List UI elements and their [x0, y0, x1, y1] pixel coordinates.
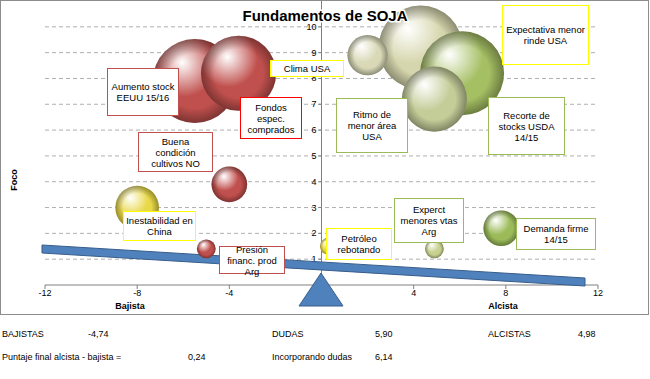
y-tick [319, 207, 322, 208]
bubbles [115, 5, 519, 258]
footer-text: 6,14 [375, 352, 393, 362]
chart-frame [1, 1, 649, 315]
y-tick [319, 155, 322, 156]
footer-text: 4,98 [578, 329, 596, 339]
x-tick-label: -8 [133, 288, 141, 298]
footer-text: -4,74 [88, 329, 109, 339]
footer-text: BAJISTAS [2, 329, 44, 339]
x-axis-title-left: Bajista [115, 301, 146, 311]
x-tick-label: -4 [225, 288, 233, 298]
y-tick-label: 5 [311, 151, 316, 161]
y-tick [319, 181, 322, 182]
annotation-label: Aumento stock EEUU 15/16 [107, 68, 179, 116]
annotation-label: Fondos espec. comprados [240, 97, 302, 139]
annotation-label: Demanda firme 14/15 [516, 218, 596, 250]
bubble [212, 166, 248, 202]
bubble-shade [483, 210, 519, 246]
y-tick [319, 233, 322, 234]
balance-fulcrum [299, 273, 343, 306]
y-tick [319, 130, 322, 131]
y-tick-label: 9 [311, 48, 316, 58]
bubble [197, 239, 216, 258]
grid-line [45, 259, 598, 260]
annotation-label: Petróleo rebotando [326, 228, 392, 260]
y-tick-label: 7 [311, 99, 316, 109]
annotation-label: Clima USA [270, 60, 344, 77]
bubble [483, 210, 519, 246]
footer-text: ALCISTAS [488, 329, 531, 339]
y-tick [319, 104, 322, 105]
chart-container: -12-8-4481212345678910FocoBajistaAlcista… [0, 0, 650, 379]
footer-text: DUDAS [272, 329, 304, 339]
x-axis-title-right: Alcista [488, 301, 519, 311]
footer-text: 5,90 [375, 329, 393, 339]
x-tick-label: 8 [503, 288, 508, 298]
bubble-shade [402, 67, 467, 132]
footer-text: 0,24 [188, 352, 206, 362]
chart-title: Fundamentos de SOJA [242, 7, 407, 24]
bubble [402, 67, 467, 132]
annotation-label: Ritmo de menor área USA [336, 98, 408, 153]
y-tick-label: 6 [311, 125, 316, 135]
y-tick-label: 4 [311, 177, 316, 187]
y-axis-title: Foco [9, 169, 19, 191]
x-tick-label: 12 [593, 288, 603, 298]
y-tick-label: 2 [311, 228, 316, 238]
balance-beam [42, 245, 585, 286]
y-tick [319, 78, 322, 79]
annotation-label: Buena condición cultivos NO [138, 132, 213, 172]
y-tick [319, 26, 322, 27]
footer-text: Puntaje final alcista - bajista = [2, 352, 121, 362]
x-tick-label: -12 [38, 288, 51, 298]
y-tick-label: 3 [311, 203, 316, 213]
annotation-label: Experct menores vtas Arg [394, 198, 464, 243]
y-tick [319, 52, 322, 53]
footer-text: Incorporando dudas [272, 352, 353, 362]
bubble [347, 35, 387, 75]
annotation-label: Expectativa menor rinde USA [502, 5, 589, 65]
x-tick-label: 4 [411, 288, 416, 298]
annotation-label: Inestabilidad en China [123, 211, 196, 241]
bubble-shade [197, 239, 216, 258]
grid-line [45, 181, 598, 182]
annotation-label: Recorte de stocks USDA 14/15 [488, 97, 565, 155]
bubble-shade [347, 35, 387, 75]
annotation-label: Presión financ. prod Arg [219, 246, 285, 274]
bubble-shade [212, 166, 248, 202]
y-tick [319, 259, 322, 260]
grid-line [45, 155, 598, 156]
